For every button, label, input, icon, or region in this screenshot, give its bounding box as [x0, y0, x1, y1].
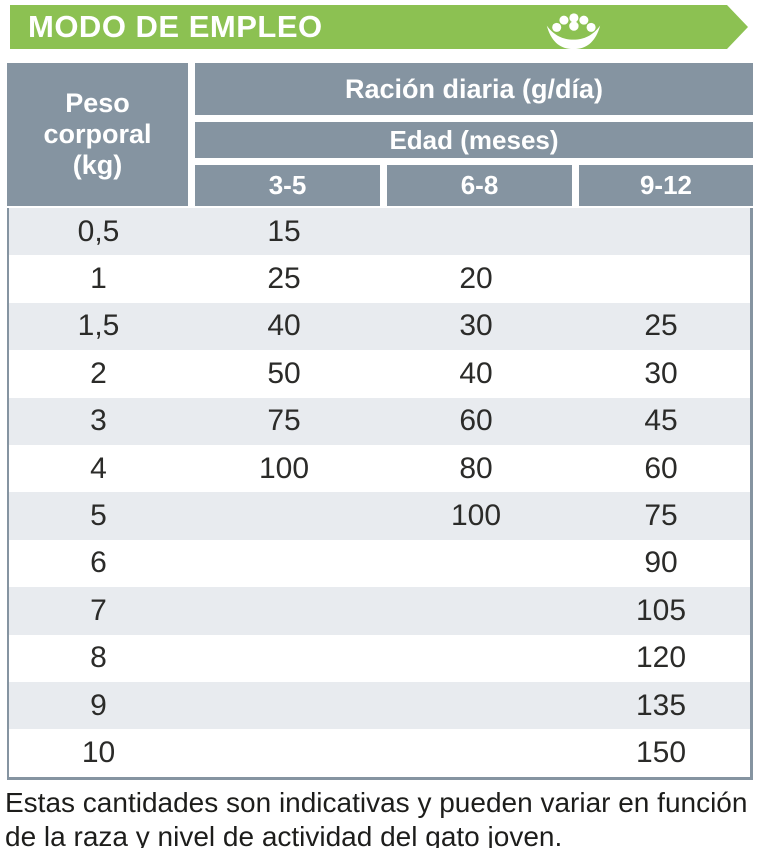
table-row: 8 120: [9, 634, 750, 682]
weight-cell: 1,5: [77, 309, 120, 343]
ration-cell: 135: [635, 688, 687, 722]
header-age-9-12: 9-12: [579, 165, 753, 206]
ration-cell: 120: [635, 641, 687, 675]
food-bowl-icon: [543, 12, 603, 50]
table-row: 10 150: [9, 729, 750, 777]
ration-cell: 75: [644, 499, 678, 533]
table-row: 1 25 20: [9, 255, 750, 303]
header-age-months: Edad (meses): [195, 122, 753, 158]
table-row: 2 50 40 30: [9, 350, 750, 398]
ration-cell: 75: [267, 404, 301, 438]
ration-cell: 80: [459, 451, 493, 485]
table-row: 9 135: [9, 681, 750, 730]
header-age-6-8: 6-8: [387, 165, 572, 206]
weight-cell: 3: [90, 404, 107, 438]
ration-cell: 60: [644, 451, 678, 485]
table-row: 6 90: [9, 539, 750, 588]
weight-cell: 2: [90, 356, 107, 390]
feeding-table: Peso corporal (kg) Ración diaria (g/día)…: [7, 63, 753, 780]
ration-cell: 15: [267, 214, 301, 248]
ration-cell: 90: [644, 546, 678, 580]
header-body-weight: Peso corporal (kg): [7, 63, 188, 206]
feeding-table-body: 0,5 15 1 25 20 1,5 40 30 25 2 50 40 30 3 75 60 45 4 100 80 6…: [7, 208, 753, 780]
ration-cell: 40: [459, 356, 493, 390]
weight-cell: 10: [81, 735, 116, 769]
weight-cell: 0,5: [77, 214, 120, 248]
weight-cell: 8: [90, 641, 107, 675]
weight-cell: 6: [90, 546, 107, 580]
footnote: Estas cantidades son indicativas y puede…: [5, 786, 755, 848]
weight-cell: 7: [90, 593, 107, 627]
ration-cell: 150: [635, 735, 687, 769]
ration-cell: 25: [644, 309, 678, 343]
header-body-weight-label: Peso corporal (kg): [43, 88, 152, 180]
table-row: 5 100 75: [9, 492, 750, 540]
table-row: 4 100 80 60: [9, 444, 750, 493]
banner-title: MODO DE EMPLEO: [28, 9, 323, 44]
usage-banner: MODO DE EMPLEO: [10, 5, 748, 49]
ration-cell: 20: [459, 262, 493, 296]
ration-cell: 45: [644, 404, 678, 438]
header-right-section: Ración diaria (g/día) Edad (meses) 3-5 6…: [195, 63, 753, 206]
weight-cell: 4: [90, 451, 107, 485]
feeding-table-header: Peso corporal (kg) Ración diaria (g/día)…: [7, 63, 753, 206]
weight-cell: 9: [90, 688, 107, 722]
header-age-ranges: 3-5 6-8 9-12: [195, 165, 753, 206]
ration-cell: 40: [267, 309, 301, 343]
ration-cell: 30: [459, 309, 493, 343]
weight-cell: 5: [90, 499, 107, 533]
ration-cell: 30: [644, 356, 678, 390]
ration-cell: 100: [450, 499, 502, 533]
table-row: 3 75 60 45: [9, 397, 750, 445]
weight-cell: 1: [90, 262, 107, 296]
table-row: 1,5 40 30 25: [9, 302, 750, 351]
header-daily-ration: Ración diaria (g/día): [195, 63, 753, 115]
ration-cell: 105: [635, 593, 687, 627]
table-row: 7 105: [9, 587, 750, 635]
header-age-3-5: 3-5: [195, 165, 380, 206]
ration-cell: 60: [459, 404, 493, 438]
ration-cell: 50: [267, 356, 301, 390]
ration-cell: 100: [258, 451, 310, 485]
table-row: 0,5 15: [9, 208, 750, 256]
footnote-line-2: de la raza y nivel de actividad del gato…: [5, 821, 563, 848]
footnote-line-1: Estas cantidades son indicativas y puede…: [5, 787, 748, 818]
ration-cell: 25: [267, 262, 301, 296]
